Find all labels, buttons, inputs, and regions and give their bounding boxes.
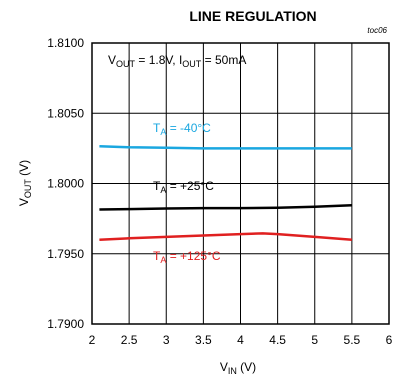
x-axis-subscript: IN [228, 366, 237, 376]
vout-symbol: V [108, 53, 116, 67]
series-label: TA = +25°C [153, 179, 214, 195]
x-tick-label: 2 [89, 333, 96, 347]
y-tick-label: 1.8000 [47, 177, 84, 191]
x-tick-label: 6 [386, 333, 393, 347]
series-line [99, 204, 352, 211]
series-labels: TA = -40°C TA = +25°C TA = +125°C [153, 121, 221, 265]
x-axis-unit: (V) [237, 360, 256, 374]
x-tick-label: 5 [311, 333, 318, 347]
y-axis-unit: (V) [17, 160, 31, 179]
iout-symbol: I [179, 53, 182, 67]
conditions-annotation: VOUT = 1.8V, IOUT = 50mA [108, 53, 246, 69]
vout-value: = 1.8V, [135, 53, 179, 67]
x-tick-label: 5.5 [344, 333, 361, 347]
figure-id: toc06 [367, 26, 387, 35]
series-label: TA = +125°C [153, 249, 221, 265]
x-tick-label: 2.5 [121, 333, 138, 347]
x-axis-symbol: V [220, 360, 228, 374]
series-label: TA = -40°C [153, 121, 211, 137]
iout-value: = 50mA [201, 53, 246, 67]
y-tick-label: 1.7950 [47, 247, 84, 261]
y-tick-label: 1.8050 [47, 106, 84, 120]
vout-subscript: OUT [116, 59, 136, 69]
x-tick-label: 4.5 [269, 333, 286, 347]
y-axis-subscript: OUT [23, 179, 33, 199]
y-tick-label: 1.7900 [47, 317, 84, 331]
plot-frame [91, 42, 390, 325]
chart-title: LINE REGULATION [189, 8, 316, 24]
series-line [99, 232, 352, 241]
x-tick-label: 3 [163, 333, 170, 347]
series-line [99, 145, 352, 150]
y-tick-labels: 1.8100 1.8050 1.8000 1.7950 1.7900 [47, 36, 84, 331]
x-tick-labels: 2 2.5 3 3.5 4 4.5 5 5.5 6 [89, 333, 393, 347]
iout-subscript: OUT [182, 59, 202, 69]
y-axis-symbol: V [17, 198, 31, 206]
y-tick-label: 1.8100 [47, 36, 84, 50]
y-axis-label: VOUT (V) [17, 160, 33, 206]
series-lines [99, 145, 352, 241]
x-tick-label: 4 [237, 333, 244, 347]
x-tick-label: 3.5 [195, 333, 212, 347]
x-axis-label: VIN (V) [220, 360, 256, 376]
grid [92, 43, 389, 324]
